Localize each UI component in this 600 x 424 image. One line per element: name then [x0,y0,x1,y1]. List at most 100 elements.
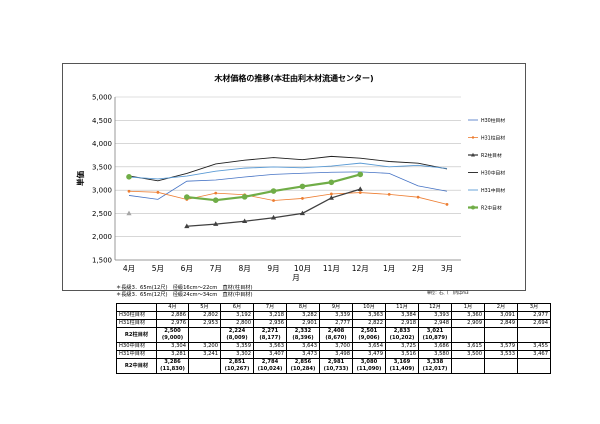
table-cell-m3 [188,366,221,374]
data-point [272,199,275,202]
table-cell-m3: (9,000) [156,335,189,343]
table-header-cell: 12月 [418,303,452,312]
data-point [358,191,362,194]
legend-label: R2柱目材 [481,152,502,159]
table-header-cell: 4月 [156,303,189,312]
y-tick-label: 4,000 [92,140,112,148]
table-row: H30柱目材 2,886 2,802 3,192 3,218 3,282 3,339 3,36… [116,311,551,320]
table-row: H31中目材 3,281 3,241 3,302 3,407 3,473 3,498 3,47… [116,350,551,359]
table-cell: 3,338 [418,358,452,366]
table-cell: 3,654 [352,342,386,351]
series-H31中目材 [128,162,448,180]
table-header-cell: 10月 [352,303,386,312]
y-tick-label: 2,000 [92,233,112,241]
table-header-cell: 8月 [286,303,320,312]
table-cell: 3,700 [319,342,353,351]
table-cell: 2,918 [385,319,419,328]
series-line [128,162,448,180]
table-cell: 3,473 [286,350,320,359]
data-point [127,189,131,193]
x-tick-label: 1月 [383,264,395,273]
x-tick-label: 8月 [238,264,250,273]
y-tick-label: 2,500 [92,210,112,218]
table-cell-m3: (8,009) [220,335,254,343]
table-cell: 3,241 [188,350,221,359]
table-cell-m3: (10,024) [253,366,287,374]
table-cell: 3,302 [220,350,254,359]
table-cell-m3: (10,202) [385,335,419,343]
table-header-cell: 2月 [484,303,518,312]
table-cell-m3: (11,409) [385,366,419,374]
table-header-row: 4月 5月 6月 7月 8月 9月 10月 11月 12月 1月 2月 3月 [116,303,551,312]
table-cell: 3,200 [188,342,221,351]
legend-label: H30中目材 [481,170,505,177]
table-cell: 2,822 [352,319,386,328]
legend-label: R2中目材 [481,205,502,212]
table-row: H31柱目材 2,976 2,953 2,800 2,936 2,901 2,777 2,82… [116,319,551,328]
table-cell: 2,777 [319,319,353,328]
table-cell: 3,384 [385,311,419,320]
table-cell: 2,802 [188,311,221,320]
table-cell: 3,286 [156,358,189,366]
table-cell: 3,363 [352,311,386,320]
data-point [328,179,335,186]
row-label: R2柱目材 [116,327,157,343]
row-label: R2中目材 [116,358,157,374]
table-cell-m3: (10,267) [220,366,254,374]
table-cell: 3,281 [156,350,189,359]
table-cell-m3: (10,733) [319,366,353,374]
series-line [186,173,361,202]
series-line [128,190,448,205]
table-cell: 3,533 [484,350,518,359]
table-cell: 3,080 [352,358,386,366]
table-row: R2柱目材 2,500 2,224 2,271 2,332 2,408 2,501 2,833… [116,327,551,343]
table-cell: 3,579 [484,342,518,351]
data-point [301,197,304,200]
table-cell: 2,784 [253,358,287,366]
table-header-cell: 9月 [319,303,353,312]
table-cell: 2,833 [385,327,419,335]
table-cell: 2,694 [517,319,551,328]
series-H30中目材 [128,155,448,182]
data-point [416,195,420,199]
table-row: (11,830) (10,267) (10,024) (10,284) (10,733)… [117,366,551,374]
table-cell: 3,615 [451,342,485,351]
table-row: (9,000) (8,009) (8,177) (8,396) (8,670) (9,00… [117,335,551,343]
table-header-cell: 11月 [385,303,419,312]
table-header-cell: 5月 [188,303,221,312]
table-cell: 2,909 [451,319,485,328]
x-tick-label: 4月 [123,264,135,273]
table-cell: 3,359 [220,342,254,351]
legend-label: H31柱目材 [481,135,505,142]
table-cell: 3,282 [286,311,320,320]
table-cell: 2,981 [319,358,353,366]
table-cell: 2,977 [517,311,551,320]
x-tick-label: 12月 [352,264,369,273]
table-header-cell: 3月 [517,303,551,312]
series-line [128,155,448,182]
table-cell-m3 [451,366,485,374]
legend-label: H31中目材 [481,187,505,194]
table-cell-m3: (9,006) [352,335,386,343]
data-point [357,186,363,191]
data-point [357,171,364,178]
data-point [242,218,248,224]
legend-marker [471,152,475,157]
table-cell: 3,643 [286,342,320,351]
table-cell: 3,500 [451,350,485,359]
table-cell: 3,091 [484,311,518,320]
table-header-cell: 7月 [253,303,287,312]
table-cell-m3: (8,177) [253,335,287,343]
y-tick-label: 5,000 [92,94,112,102]
table-cell [517,327,551,335]
table-cell [188,327,221,335]
y-tick-label: 3,000 [92,187,112,195]
data-point [299,210,306,216]
table-cell: 3,339 [319,311,353,320]
table-cell: 2,976 [156,319,189,328]
data-point [126,210,132,216]
unit-note: 単位：石、( )内はm3 [427,290,469,295]
table-cell-m3: (10,284) [286,366,320,374]
table-cell-m3: (8,670) [319,335,353,343]
table-cell: 3,407 [253,350,287,359]
